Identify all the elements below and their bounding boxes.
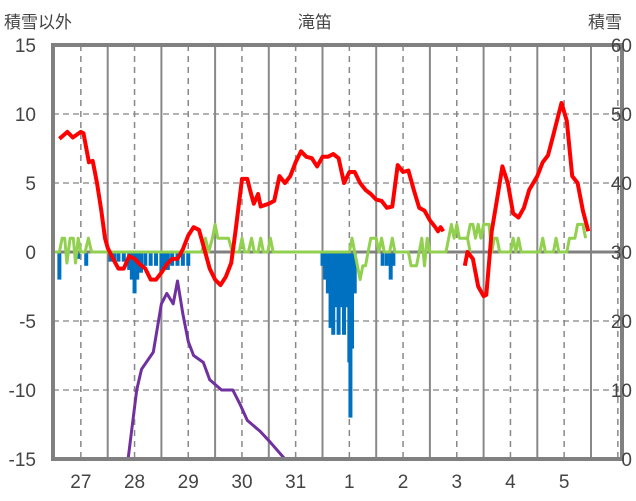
y-tick-right: 60: [611, 36, 632, 57]
bar-blue-bars: [336, 252, 341, 335]
bar-blue-bars: [138, 252, 143, 273]
bar-blue-bars: [380, 252, 385, 266]
x-tick: 2: [398, 472, 409, 493]
y-tick-left: 5: [25, 174, 36, 195]
bar-blue-bars: [388, 252, 393, 280]
y-tick-left: 10: [15, 105, 36, 126]
series-temperature: [58, 101, 591, 299]
x-tick: 31: [285, 472, 306, 493]
bar-blue-bars: [76, 252, 81, 259]
bar-blue-bars: [391, 252, 396, 266]
x-tick: 29: [178, 472, 199, 493]
y-tick-left: -15: [9, 450, 36, 471]
x-tick: 4: [505, 472, 516, 493]
bar-blue-bars: [320, 252, 325, 266]
bar-blue-bars: [116, 252, 121, 262]
bar-blue-bars: [333, 252, 338, 308]
bar-blue-bars: [84, 252, 89, 266]
x-tick: 27: [70, 472, 91, 493]
bar-blue-bars: [323, 252, 328, 280]
x-tick: 5: [559, 472, 570, 493]
y-tick-left: 0: [25, 243, 36, 264]
bar-blue-bars: [341, 252, 346, 335]
bar-blue-bars: [57, 252, 62, 280]
bar-blue-bars: [132, 252, 137, 294]
y-tick-left: -10: [9, 381, 36, 402]
y-tick-left: 15: [15, 36, 36, 57]
bar-blue-bars: [129, 252, 134, 280]
y-tick-right: 20: [611, 312, 632, 333]
bar-blue-bars: [148, 252, 153, 266]
bar-blue-bars: [325, 252, 330, 294]
bar-blue-bars: [135, 252, 140, 280]
bar-blue-bars: [350, 252, 355, 349]
bar-blue-bars: [154, 252, 159, 266]
y-tick-right: 50: [611, 105, 632, 126]
chart-title: 滝笛: [298, 13, 332, 33]
bar-blue-bars: [180, 252, 185, 266]
bar-blue-bars: [331, 252, 336, 335]
bar-blue-bars: [328, 252, 333, 328]
bar-blue-bars: [384, 252, 389, 266]
bar-blue-bars: [159, 252, 164, 273]
bar-blue-bars: [162, 252, 167, 266]
series-green-series-b: [464, 222, 588, 254]
x-tick: 28: [124, 472, 145, 493]
y-tick-right: 40: [611, 174, 632, 195]
y-tick-right: 0: [621, 450, 632, 471]
y-tick-left: -5: [19, 312, 36, 333]
y-tick-right: 10: [611, 381, 632, 402]
y-tick-right: 30: [611, 243, 632, 264]
bar-blue-bars: [344, 252, 349, 308]
bar-blue-bars: [121, 252, 126, 262]
left-axis-title: 積雪以外: [4, 13, 72, 33]
bar-blue-bars: [339, 252, 344, 308]
x-tick: 30: [231, 472, 252, 493]
bar-blue-bars: [352, 252, 357, 294]
x-tick: 1: [344, 472, 355, 493]
bar-blue-bars: [143, 252, 148, 266]
right-axis-title: 積雪: [588, 13, 622, 33]
bar-blue-bars: [186, 252, 191, 266]
plot-frame: [51, 43, 624, 461]
x-tick: 3: [451, 472, 462, 493]
series-green-series: [54, 222, 472, 282]
